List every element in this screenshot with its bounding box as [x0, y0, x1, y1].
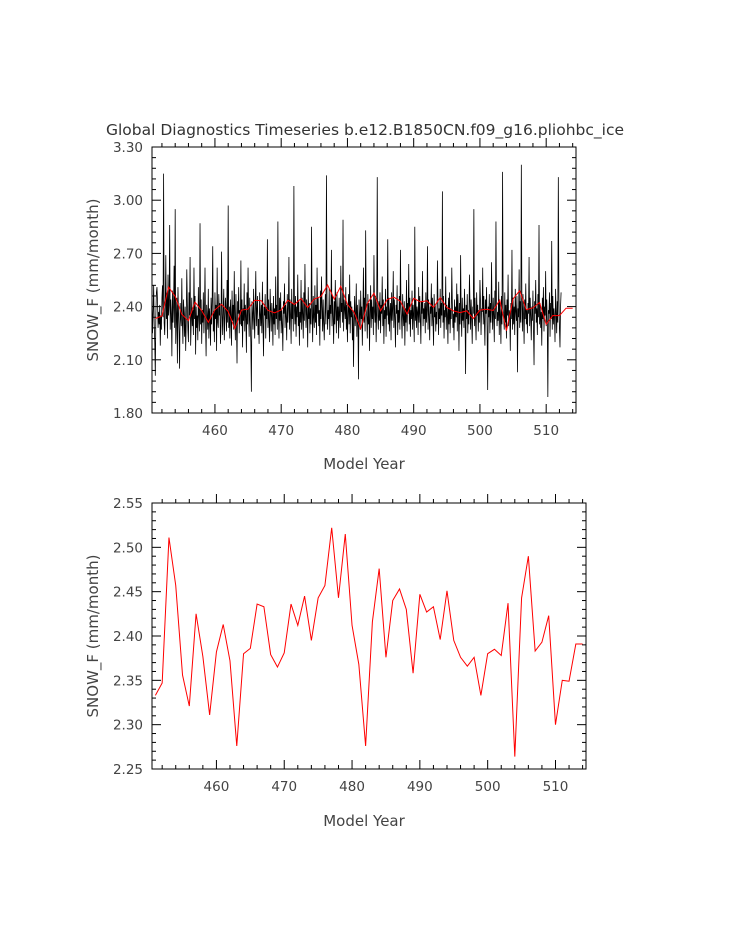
top-y-axis-label: SNOW_F (mm/month): [84, 199, 103, 362]
y-tick-label: 3.00: [113, 193, 143, 209]
bottom-plot-frame: [151, 502, 587, 770]
series-line-1-0: [154, 527, 583, 757]
x-tick-label: 500: [467, 423, 493, 439]
top-series-lines: [151, 164, 573, 398]
x-tick-label: 470: [268, 423, 294, 439]
bottom-panel: 460 470 480 490 500 510 2.25 2.30 2.35 2.40 2.45 2.…: [84, 494, 587, 830]
y-tick-label: 1.80: [113, 406, 143, 422]
bottom-axis-ticks: 460 470 480 490 500 510 2.25 2.30 2.35 2.40 2.45 2.…: [113, 494, 586, 795]
chart-title: Global Diagnostics Timeseries b.e12.B185…: [106, 121, 624, 140]
x-tick-label: 510: [543, 779, 569, 795]
x-tick-label: 460: [204, 779, 230, 795]
y-tick-label: 2.55: [113, 496, 143, 512]
y-tick-label: 3.30: [113, 140, 143, 156]
y-tick-label: 2.45: [113, 585, 143, 601]
y-tick-label: 2.40: [113, 300, 143, 316]
y-tick-label: 2.35: [113, 673, 143, 689]
x-tick-label: 490: [407, 779, 433, 795]
top-plot-frame: [151, 146, 577, 414]
top-axis-ticks: 460 470 480 490 500 510 1.80 2.10 2.40 2.70 3.00 3.…: [113, 138, 576, 439]
x-tick-label: 470: [271, 779, 297, 795]
y-tick-label: 2.30: [113, 718, 143, 734]
y-tick-label: 2.70: [113, 246, 143, 262]
series-line-0-0: [151, 164, 562, 398]
y-tick-label: 2.50: [113, 540, 143, 556]
x-tick-label: 480: [335, 423, 361, 439]
bottom-y-axis-label: SNOW_F (mm/month): [84, 555, 103, 718]
series-line-0-1: [155, 283, 573, 331]
top-x-axis-label: Model Year: [323, 455, 405, 473]
x-tick-label: 460: [202, 423, 228, 439]
x-tick-label: 510: [533, 423, 559, 439]
bottom-x-axis-label: Model Year: [323, 812, 405, 830]
x-tick-label: 490: [401, 423, 427, 439]
x-tick-label: 500: [475, 779, 501, 795]
top-panel: 460 470 480 490 500 510 1.80 2.10 2.40 2.70 3.00 3.…: [84, 138, 577, 473]
bottom-series-lines: [154, 527, 583, 757]
y-tick-label: 2.25: [113, 762, 143, 778]
y-tick-label: 2.40: [113, 629, 143, 645]
x-tick-label: 480: [339, 779, 365, 795]
y-tick-label: 2.10: [113, 353, 143, 369]
